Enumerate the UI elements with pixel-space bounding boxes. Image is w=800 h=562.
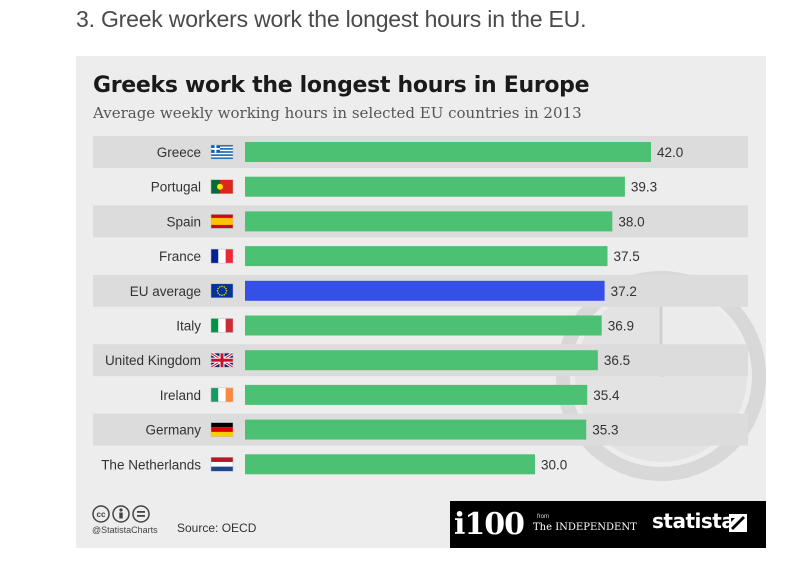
germany-flag (210, 422, 234, 437)
bar-row: Spain 38.0 (93, 205, 748, 238)
svg-text:cc: cc (97, 510, 106, 519)
category-label: Spain (166, 214, 201, 229)
value-label: 30.0 (541, 457, 567, 472)
category-label: Portugal (151, 180, 201, 195)
statista-mark-icon (729, 514, 747, 532)
bar (245, 176, 625, 197)
bar (245, 454, 535, 475)
bar-row: EU average 37.2 (93, 274, 748, 307)
value-label: 35.3 (592, 423, 618, 438)
bar-row: France 37.5 (159, 246, 640, 267)
attribution-icon (112, 505, 130, 523)
category-label: Greece (157, 145, 201, 160)
category-label: The Netherlands (101, 457, 201, 472)
bar (245, 280, 605, 301)
bar (245, 142, 651, 162)
infographic-card: Greeks work the longest hours in Europe … (76, 56, 766, 548)
bar-row: Portugal 39.3 (151, 176, 657, 197)
no-derivatives-icon (132, 505, 150, 523)
logo-band (450, 501, 766, 548)
independent-logo: The INDEPENDENT (533, 522, 637, 533)
value-label: 42.0 (657, 145, 683, 160)
chart-subtitle: Average weekly working hours in selected… (93, 104, 582, 122)
value-label: 36.9 (608, 319, 634, 334)
i100-logo: i100 (454, 507, 525, 542)
chart-title: Greeks work the longest hours in Europe (93, 73, 590, 98)
statista-handle: @StatistaCharts (92, 525, 158, 535)
cc-icon: cc (92, 505, 110, 523)
value-label: 37.5 (614, 249, 640, 264)
bar-row: Ireland 35.4 (160, 384, 620, 405)
greece-flag (210, 144, 234, 160)
bar (245, 211, 613, 232)
value-label: 36.5 (604, 353, 630, 368)
italy-flag (210, 318, 234, 333)
chart-footer: cc @StatistaCharts Source: OECD i100 fro… (76, 501, 766, 548)
category-label: EU average (130, 284, 201, 299)
bar (245, 246, 608, 267)
value-label: 38.0 (618, 214, 644, 229)
uk-flag (210, 351, 234, 369)
article-heading: 3. Greek workers work the longest hours … (76, 6, 587, 32)
statista-logo: statista (652, 509, 735, 533)
bar-row: Italy 36.9 (176, 315, 634, 336)
category-label: Ireland (160, 388, 201, 403)
value-label: 37.2 (611, 284, 637, 299)
bar-row: United Kingdom 36.5 (93, 344, 748, 377)
category-label: France (159, 249, 201, 264)
bar-row: Greece 42.0 (93, 136, 748, 168)
source-label: Source: OECD (177, 521, 257, 535)
portugal-flag (210, 179, 234, 194)
spain-flag (210, 214, 234, 229)
eu-flag (210, 283, 234, 299)
netherlands-flag (210, 457, 234, 472)
category-label: United Kingdom (105, 353, 201, 368)
bar-row: Germany 35.3 (93, 413, 748, 446)
bar (245, 350, 598, 371)
bar-chart: Greece 42.0 Portugal 39.3 Spain 38.0 France 37.… (93, 136, 748, 475)
bar-row: The Netherlands 30.0 (101, 454, 567, 475)
value-label: 35.4 (593, 388, 620, 403)
bar (245, 419, 587, 440)
license-icons: cc (92, 505, 150, 523)
value-label: 39.3 (631, 180, 657, 195)
bar (245, 384, 588, 405)
france-flag (210, 248, 234, 264)
from-label: from (537, 514, 549, 520)
category-label: Germany (145, 423, 201, 438)
category-label: Italy (176, 319, 201, 334)
ireland-flag (210, 387, 234, 403)
bar (245, 315, 602, 336)
